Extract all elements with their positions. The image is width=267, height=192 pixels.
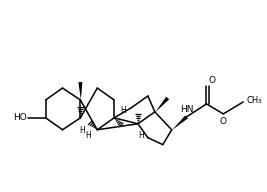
- Text: HN: HN: [180, 105, 193, 114]
- Polygon shape: [155, 97, 169, 112]
- Text: O: O: [209, 76, 215, 85]
- Polygon shape: [78, 82, 83, 100]
- Text: H: H: [80, 126, 85, 135]
- Text: HO: HO: [13, 113, 27, 122]
- Text: CH₃: CH₃: [246, 96, 262, 105]
- Polygon shape: [172, 115, 188, 130]
- Text: H: H: [120, 106, 126, 115]
- Text: O: O: [220, 117, 227, 126]
- Text: H: H: [138, 131, 144, 140]
- Text: H: H: [85, 131, 91, 140]
